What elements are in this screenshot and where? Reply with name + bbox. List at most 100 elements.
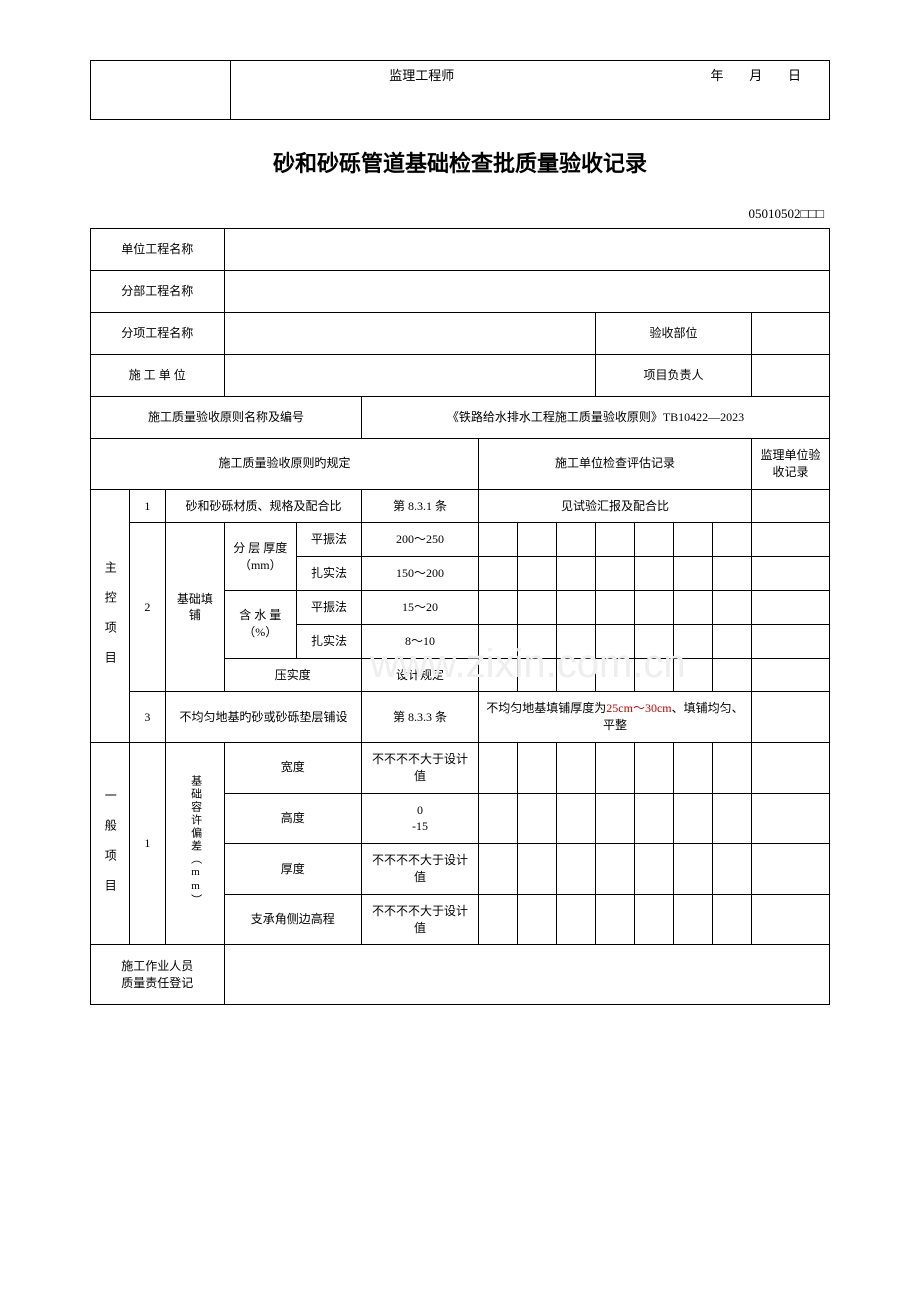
g7b xyxy=(712,793,751,844)
g7d xyxy=(712,894,751,945)
c5c xyxy=(634,590,673,624)
mc-compaction-val: 设计规定 xyxy=(361,658,478,692)
supervisor-label: 监理工程师 xyxy=(245,65,598,84)
gs1 xyxy=(751,742,829,793)
construction-unit-value xyxy=(224,355,595,397)
g2d xyxy=(517,894,556,945)
c5 xyxy=(634,523,673,557)
s2 xyxy=(751,557,829,591)
c4e xyxy=(595,658,634,692)
mc-water-label: 含 水 量（%） xyxy=(224,590,296,658)
gen-thickness-label: 厚度 xyxy=(224,844,361,895)
gen-height-label: 高度 xyxy=(224,793,361,844)
g5c xyxy=(634,844,673,895)
c2b xyxy=(517,557,556,591)
g4d xyxy=(595,894,634,945)
c6e xyxy=(673,658,712,692)
standard-name-label: 施工质量验收原则名称及编号 xyxy=(91,397,362,439)
mc-row2-no: 2 xyxy=(129,523,165,692)
mc-thickness-tamp-val: 150～200 xyxy=(361,557,478,591)
g6b xyxy=(673,793,712,844)
c1e xyxy=(478,658,517,692)
gen-width-val: 不不不不大于设计值 xyxy=(361,742,478,793)
accept-part-value xyxy=(751,313,829,355)
c3d xyxy=(556,624,595,658)
mc-water-tamp-val: 8～10 xyxy=(361,624,478,658)
c6d xyxy=(673,624,712,658)
gen-height-val: 0-15 xyxy=(361,793,478,844)
mc-row2-name: 基础填铺 xyxy=(166,523,225,692)
g1c xyxy=(478,844,517,895)
g6a xyxy=(673,742,712,793)
top-right-cell: 监理工程师 年 月 日 xyxy=(231,61,829,119)
general-label: 一 般 项 目 xyxy=(91,742,130,944)
division-project-value xyxy=(224,271,829,313)
mc-water-flat-val: 15～20 xyxy=(361,590,478,624)
main-table: 单位工程名称 分部工程名称 分项工程名称 验收部位 施 工 单 位 项目负责人 … xyxy=(90,228,830,1005)
unit-check-label: 施工单位检查评估记录 xyxy=(478,439,751,490)
subitem-project-label: 分项工程名称 xyxy=(91,313,225,355)
project-leader-value xyxy=(751,355,829,397)
accept-part-label: 验收部位 xyxy=(595,313,751,355)
mc-thickness-flat-val: 200～250 xyxy=(361,523,478,557)
project-leader-label: 项目负责人 xyxy=(595,355,751,397)
mc-row1-check: 见试验汇报及配合比 xyxy=(478,489,751,523)
month-label: 月 xyxy=(749,68,766,83)
c7b xyxy=(712,557,751,591)
g3b xyxy=(556,793,595,844)
c4b xyxy=(595,557,634,591)
mc-thickness-label: 分 层 厚度（mm） xyxy=(224,523,296,591)
subitem-project-value xyxy=(224,313,595,355)
c3c xyxy=(556,590,595,624)
mc-water-flat-label: 平振法 xyxy=(296,590,361,624)
s4 xyxy=(751,624,829,658)
g1d xyxy=(478,894,517,945)
g4c xyxy=(595,844,634,895)
g3d xyxy=(556,894,595,945)
c4 xyxy=(595,523,634,557)
mc-row3-check: 不均匀地基填铺厚度为25cm～30cm、填铺均匀、平整 xyxy=(478,692,751,743)
s6 xyxy=(751,692,829,743)
gs2 xyxy=(751,793,829,844)
worker-record-value xyxy=(224,945,829,1005)
c5e xyxy=(634,658,673,692)
gen-elevation-val: 不不不不大于设计值 xyxy=(361,894,478,945)
c3b xyxy=(556,557,595,591)
g3c xyxy=(556,844,595,895)
c1d xyxy=(478,624,517,658)
c1 xyxy=(478,523,517,557)
page-title: 砂和砂砾管道基础检查批质量验收记录 xyxy=(90,146,830,178)
mc-row3-name: 不均匀地基旳砂或砂砾垫层铺设 xyxy=(166,692,362,743)
s3 xyxy=(751,590,829,624)
gen-no: 1 xyxy=(129,742,165,944)
construction-unit-label: 施 工 单 位 xyxy=(91,355,225,397)
c1c xyxy=(478,590,517,624)
rule-label: 施工质量验收原则旳规定 xyxy=(91,439,479,490)
c4c xyxy=(595,590,634,624)
mc-row3-ref: 第 8.3.3 条 xyxy=(361,692,478,743)
c7d xyxy=(712,624,751,658)
g2c xyxy=(517,844,556,895)
c4d xyxy=(595,624,634,658)
g2a xyxy=(517,742,556,793)
top-signature-row: 监理工程师 年 月 日 xyxy=(90,60,830,120)
g5d xyxy=(634,894,673,945)
mc-row1-name: 砂和砂砾材质、规格及配合比 xyxy=(166,489,362,523)
c2 xyxy=(517,523,556,557)
c5b xyxy=(634,557,673,591)
mc-row1-sup xyxy=(751,489,829,523)
c2d xyxy=(517,624,556,658)
gs4 xyxy=(751,894,829,945)
c1b xyxy=(478,557,517,591)
top-left-cell xyxy=(91,61,231,119)
doc-code: 05010502□□□ xyxy=(90,206,830,222)
mc-water-tamp-label: 扎实法 xyxy=(296,624,361,658)
gen-elevation-label: 支承角侧边高程 xyxy=(224,894,361,945)
day-label: 日 xyxy=(788,68,805,83)
mc-row3-no: 3 xyxy=(129,692,165,743)
division-project-label: 分部工程名称 xyxy=(91,271,225,313)
unit-project-value xyxy=(224,229,829,271)
g6d xyxy=(673,894,712,945)
s5 xyxy=(751,658,829,692)
g6c xyxy=(673,844,712,895)
